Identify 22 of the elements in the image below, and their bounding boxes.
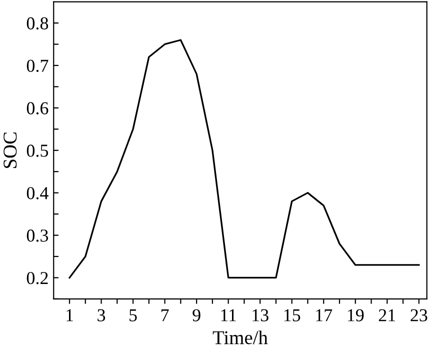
x-tick-label: 21 [378, 309, 396, 322]
line-series [68, 39, 420, 279]
y-tick-label: 0.2 [26, 272, 48, 284]
x-tick-label: 15 [284, 309, 300, 322]
y-tick-label: 0.8 [26, 17, 48, 30]
y-tick-label: 0.4 [26, 187, 48, 200]
x-tick-label: 3 [98, 309, 106, 322]
x-tick-label: 17 [316, 309, 332, 322]
y-tick-label: 0.3 [26, 230, 48, 242]
x-axis-title: Time/h [212, 330, 268, 344]
x-tick-label: 23 [410, 309, 428, 322]
y-tick-label: 0.7 [26, 60, 48, 72]
x-tick-label: 9 [192, 309, 200, 322]
y-tick-label: 0.5 [26, 144, 48, 157]
x-tick-label: 19 [348, 309, 364, 322]
y-tick-label: 0.6 [26, 102, 48, 114]
y-axis-title: SOC [4, 132, 17, 168]
x-tick-label: 13 [252, 309, 268, 322]
x-tick-label: 11 [221, 309, 236, 322]
x-tick-label: 7 [161, 309, 169, 322]
x-tick-label: 1 [66, 309, 73, 322]
x-tick-label: 5 [130, 309, 137, 322]
